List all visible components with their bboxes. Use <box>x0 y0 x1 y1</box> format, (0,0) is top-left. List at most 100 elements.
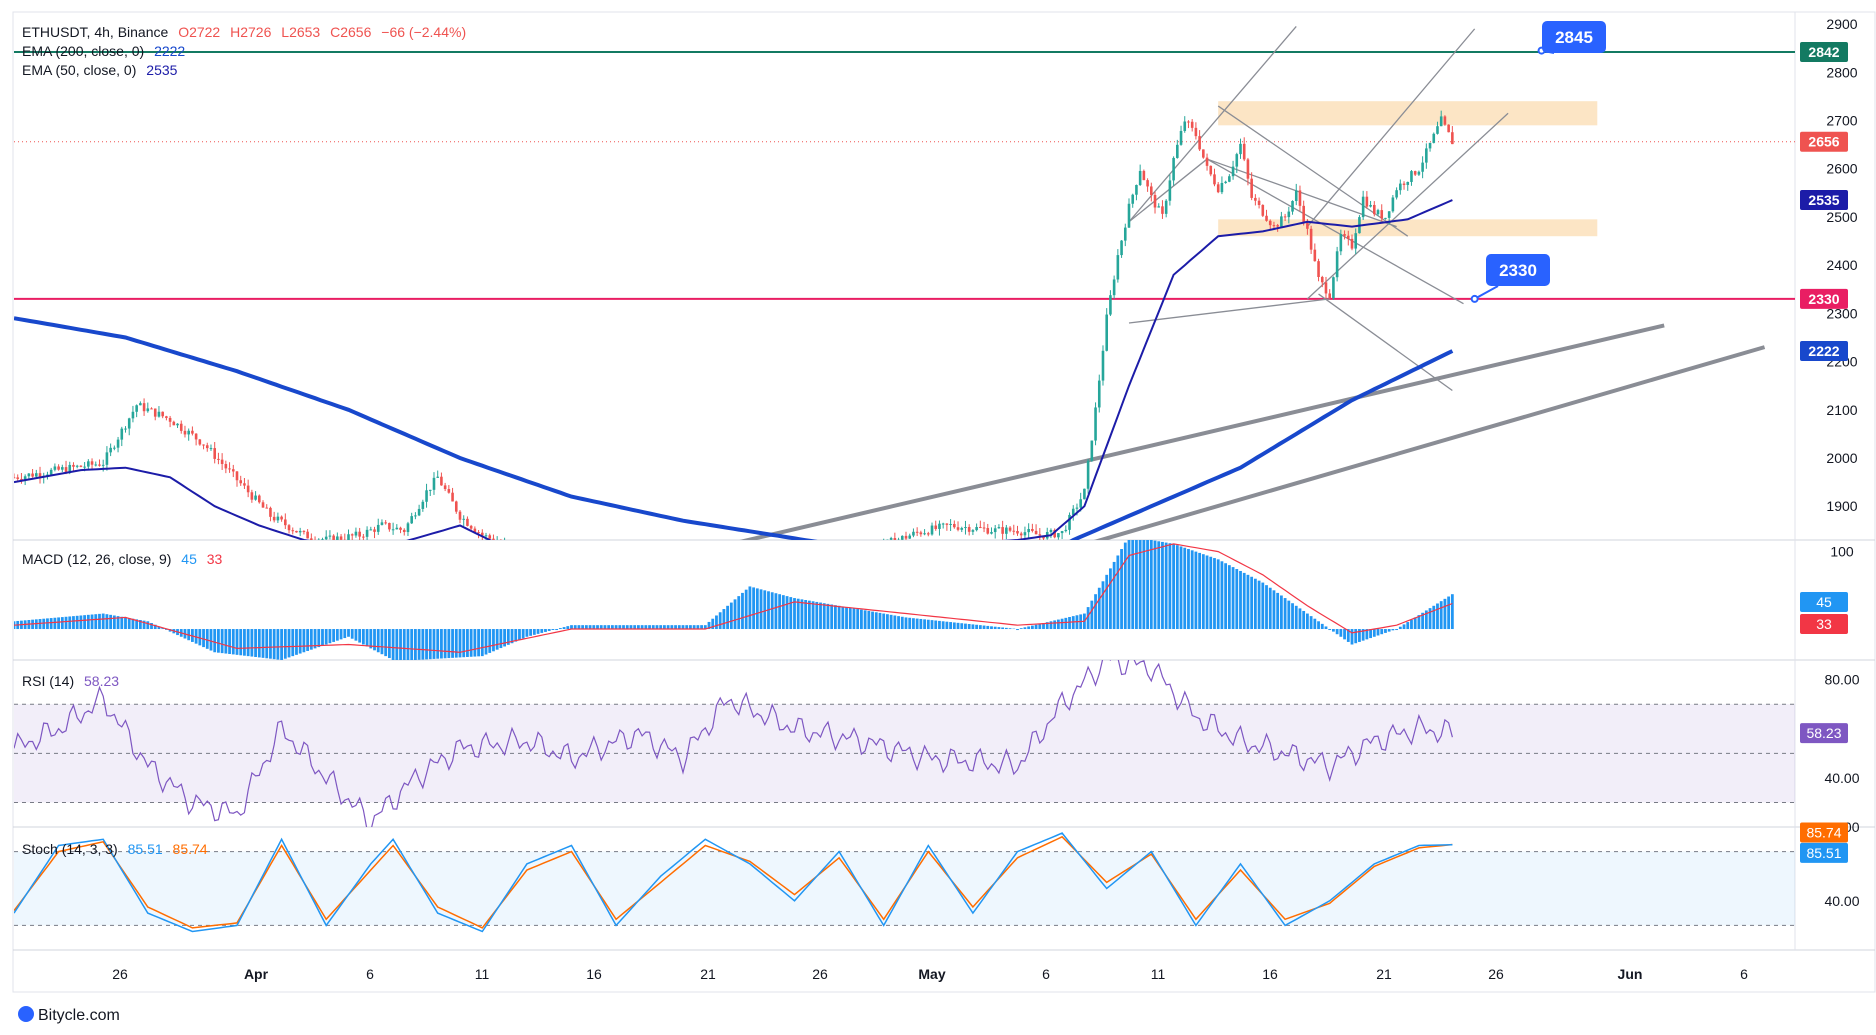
macd-histogram-bar <box>1354 629 1358 644</box>
candle-body <box>1324 282 1328 294</box>
candle-body <box>1008 527 1012 531</box>
candle-body <box>514 545 517 550</box>
candle-body <box>477 532 480 534</box>
candle-body <box>904 535 908 539</box>
rsi-tick-label: 80.00 <box>1824 672 1859 688</box>
callout-box <box>1542 21 1606 53</box>
main-plot <box>14 26 1795 566</box>
macd-histogram-bar <box>213 629 217 653</box>
candle-body <box>1428 142 1432 149</box>
candle-body <box>168 417 172 422</box>
macd-histogram-bar <box>369 629 373 649</box>
macd-histogram-bar <box>819 602 822 630</box>
candle-body <box>1317 261 1320 277</box>
macd-histogram-bar <box>793 598 796 630</box>
candle-body <box>1228 176 1231 182</box>
candle-body <box>1387 211 1391 218</box>
macd-histogram-bar <box>1008 628 1012 630</box>
candle-body <box>343 539 347 540</box>
macd-histogram-bar <box>1064 617 1068 630</box>
candle-body <box>1116 255 1120 280</box>
candle-body <box>451 492 454 502</box>
macd-histogram-bar <box>1027 626 1031 630</box>
time-tick-label: 21 <box>700 966 716 982</box>
macd-histogram-bar <box>1432 605 1436 630</box>
candle-body <box>1268 220 1272 226</box>
candle-body <box>302 530 306 532</box>
macd-histogram-bar <box>1164 542 1168 630</box>
candle-body <box>507 542 510 544</box>
candle-body <box>897 539 900 540</box>
macd-histogram-bar <box>781 595 785 630</box>
macd-histogram-bar <box>1413 617 1417 630</box>
brand-footer[interactable]: Bitycle.com <box>18 1006 120 1025</box>
macd-histogram-bar <box>923 619 926 630</box>
candle-body <box>789 559 792 563</box>
candle-body <box>295 530 298 533</box>
macd-histogram-bar <box>135 619 139 630</box>
candle-body <box>630 556 633 562</box>
macd-histogram-bar <box>640 625 644 630</box>
candle-body <box>786 559 789 561</box>
macd-histogram-bar <box>960 623 964 630</box>
candle-body <box>566 564 569 566</box>
macd-histogram-bar <box>1231 567 1235 630</box>
candle-body <box>369 529 373 531</box>
candle-body <box>808 557 811 562</box>
candle-body <box>428 489 432 491</box>
candle-body <box>1049 529 1053 533</box>
macd-histogram-bar <box>1045 622 1049 630</box>
candle-body <box>763 556 766 557</box>
macd-histogram-bar <box>495 629 499 650</box>
candle-body <box>856 550 859 551</box>
macd-histogram-bar <box>384 629 388 657</box>
macd-histogram-bar <box>871 611 874 630</box>
candle-body <box>689 558 692 559</box>
candle-body <box>711 552 714 554</box>
macd-histogram-bar <box>1324 626 1328 630</box>
trendline <box>1217 105 1409 237</box>
rsi-label: RSI (14) <box>22 673 75 689</box>
macd-histogram-bar <box>696 625 700 630</box>
candle-body <box>879 545 882 548</box>
ema200-label: EMA (200, close, 0) <box>22 43 145 59</box>
macd-histogram-bar <box>1272 590 1276 630</box>
macd-histogram-bar <box>938 620 941 630</box>
candle-body <box>1425 148 1428 163</box>
macd-histogram-bar <box>622 625 625 630</box>
price-tag-label: 2330 <box>1808 291 1839 307</box>
candle-body <box>827 552 830 560</box>
candle-body <box>466 518 469 526</box>
candle-body <box>440 476 443 486</box>
macd-histogram-bar <box>551 629 555 630</box>
candle-body <box>61 467 64 470</box>
macd-histogram-bar <box>1175 545 1179 630</box>
candle-body <box>797 556 800 561</box>
macd-histogram-bar <box>510 629 514 644</box>
macd-histogram-bar <box>1056 619 1060 630</box>
candle-body <box>674 558 677 559</box>
candle-body <box>986 528 990 534</box>
candle-body <box>481 532 484 536</box>
candle-body <box>1220 182 1224 193</box>
candle-body <box>819 554 822 557</box>
candle-body <box>454 501 458 512</box>
candle-body <box>1038 534 1042 536</box>
candle-body <box>886 539 889 540</box>
macd-histogram-bar <box>250 629 254 657</box>
macd-histogram-bar <box>261 629 265 658</box>
candle-body <box>79 465 83 467</box>
candle-body <box>484 535 488 537</box>
candle-body <box>276 516 280 521</box>
macd-histogram-bar <box>1287 600 1291 630</box>
macd-histogram-bar <box>1053 620 1057 630</box>
macd-histogram-bar <box>499 629 503 649</box>
macd-histogram-bar <box>778 594 782 630</box>
candle-body <box>1057 533 1060 538</box>
macd-histogram-bar <box>436 629 440 659</box>
price-tag <box>1800 340 1848 361</box>
candle-body <box>1168 180 1172 201</box>
time-tick-label: 6 <box>1740 966 1748 982</box>
candle-body <box>425 490 428 502</box>
